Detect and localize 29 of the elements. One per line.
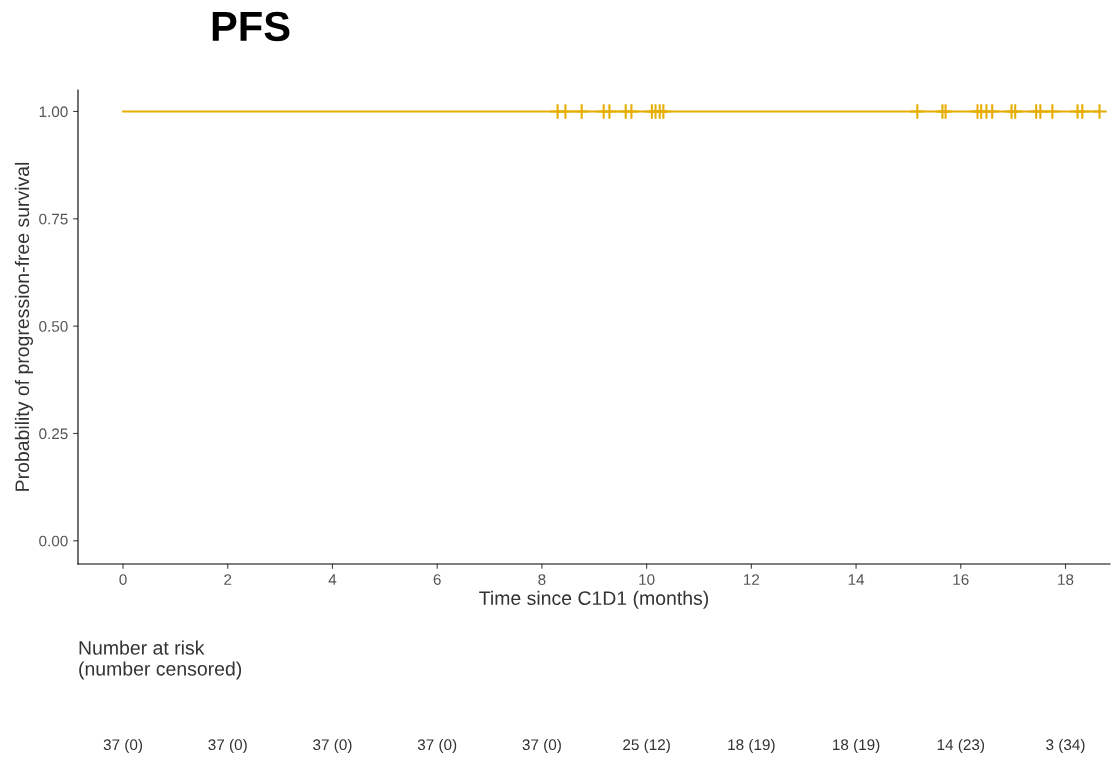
chart-title: PFS bbox=[212, 11, 290, 42]
text: 37 (0) bbox=[522, 738, 561, 754]
y-tick-label: 1.00 bbox=[39, 106, 68, 118]
y-tick-label: 0.50 bbox=[39, 321, 68, 332]
text: 37 (0) bbox=[208, 738, 247, 754]
x-tick-label: 18 bbox=[1058, 574, 1074, 585]
text: 37 (0) bbox=[417, 738, 457, 754]
x-tick-label: 0 bbox=[119, 574, 127, 585]
text: 37 (0) bbox=[313, 738, 352, 754]
x-tick-label: 14 bbox=[848, 574, 865, 585]
text: 14 (23) bbox=[937, 738, 985, 754]
text: 25 (12) bbox=[623, 738, 670, 754]
x-axis-title: Time since C1D1 (months) bbox=[479, 590, 709, 609]
y-tick-label: 0.75 bbox=[39, 213, 68, 225]
x-tick-label: 8 bbox=[538, 574, 546, 585]
y-tick-label: 0.25 bbox=[39, 428, 68, 440]
x-tick-label: 6 bbox=[433, 574, 441, 585]
x-tick-label: 12 bbox=[744, 574, 760, 585]
text: 37 (0) bbox=[103, 738, 143, 754]
x-tick-label: 4 bbox=[328, 574, 337, 585]
text: 3 (34) bbox=[1046, 738, 1085, 754]
text: 18 (19) bbox=[833, 738, 880, 754]
y-tick-label: 0.00 bbox=[39, 535, 68, 547]
text: 18 (19) bbox=[728, 738, 775, 754]
text: Number at risk (number censored) bbox=[79, 640, 242, 680]
x-tick-label: 2 bbox=[224, 574, 232, 585]
x-tick-label: 10 bbox=[639, 574, 655, 585]
y-axis-title: Probability of progression-free survival bbox=[14, 162, 33, 491]
x-tick-label: 16 bbox=[953, 574, 969, 585]
